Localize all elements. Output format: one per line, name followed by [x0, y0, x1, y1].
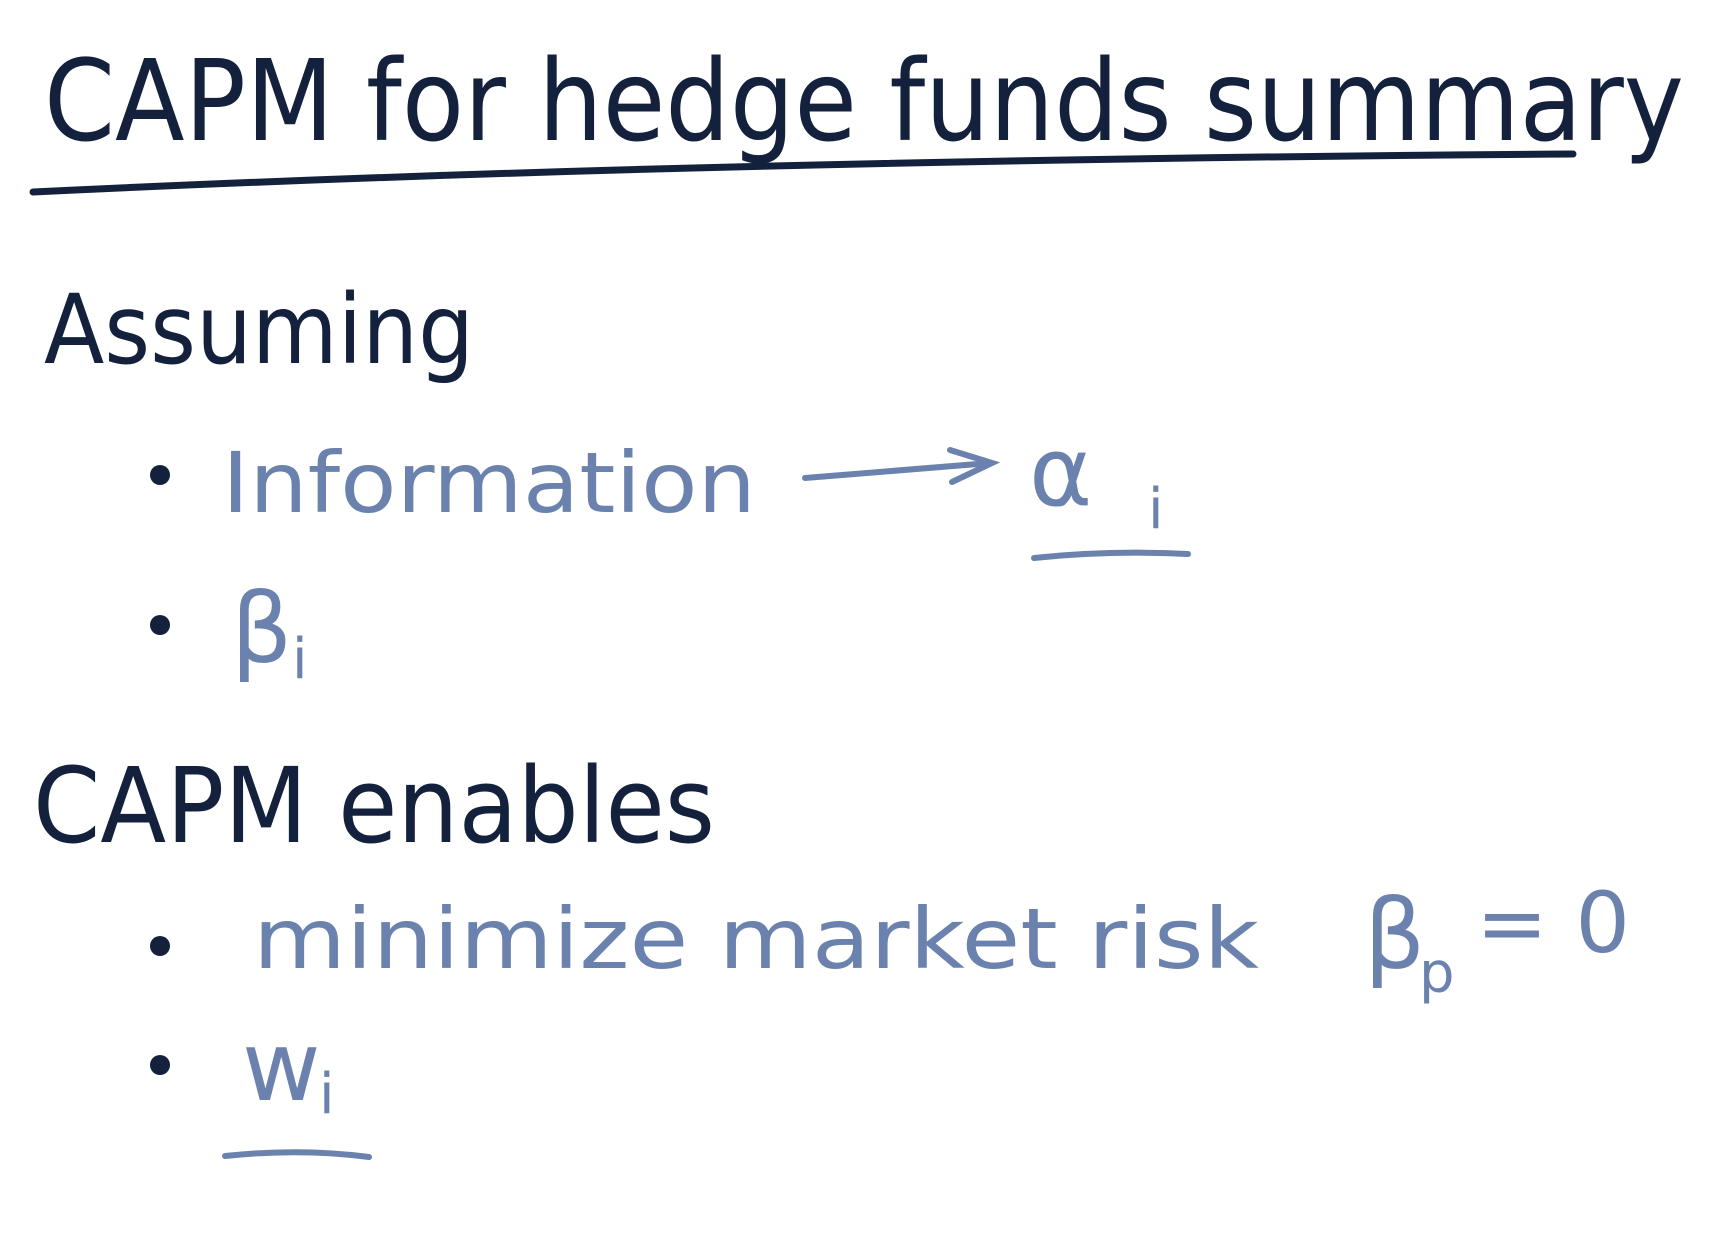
symbol: α: [1029, 416, 1092, 528]
underline: [1031, 549, 1191, 561]
symbol: β: [231, 573, 292, 685]
bullet: [150, 615, 170, 635]
subscript: i: [319, 1062, 335, 1127]
subscript: i: [292, 627, 308, 692]
bullet: [150, 936, 170, 956]
bullet: [150, 465, 170, 485]
title: CAPM for hedge funds summary: [44, 37, 1684, 167]
title-underline: [29, 150, 1577, 196]
item-text: minimize market risk: [253, 890, 1259, 988]
item-text: Information: [222, 434, 756, 532]
arrow: [802, 447, 1001, 485]
section-heading: Assuming: [44, 274, 474, 386]
symbol: w: [242, 1011, 321, 1123]
section-heading: CAPM enables: [33, 745, 715, 867]
equation: = 0: [1476, 874, 1630, 972]
subscript: i: [1148, 477, 1164, 542]
symbol: β: [1364, 879, 1425, 991]
underline: [222, 1149, 372, 1160]
subscript: p: [1419, 941, 1455, 1006]
bullet: [150, 1055, 170, 1075]
